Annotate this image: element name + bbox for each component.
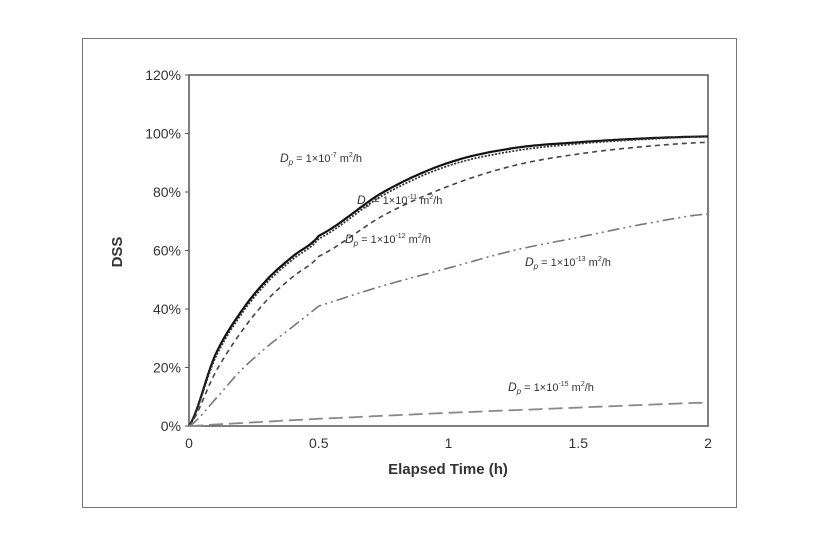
series-label-part: 2 xyxy=(429,194,433,201)
series-label-part: m xyxy=(406,234,418,246)
series-label-part: = 1×10 xyxy=(293,153,330,165)
series-label-part: D xyxy=(357,193,366,207)
series-label-part: D xyxy=(525,255,534,269)
series-label-part: 2 xyxy=(581,381,585,388)
series-label-part: p xyxy=(288,158,294,167)
y-tick-label: 0% xyxy=(161,418,181,434)
series-label-part: /h xyxy=(433,195,442,207)
series-label-part: -11 xyxy=(407,194,417,201)
series-line-0 xyxy=(188,135,709,427)
series-label-part: D xyxy=(345,232,354,246)
series-label-part: 2 xyxy=(418,233,422,240)
series-label-part: p xyxy=(516,387,522,396)
x-tick-label: 2 xyxy=(704,435,712,451)
x-axis-label: Elapsed Time (h) xyxy=(388,461,508,478)
series-line-4 xyxy=(188,401,709,427)
plot-area-border xyxy=(188,74,709,427)
chart-frame xyxy=(82,38,737,508)
series-label-part: 2 xyxy=(349,152,353,159)
series-label-part: /h xyxy=(585,382,594,394)
series-label-2: Dp = 1×10-12 m2/h xyxy=(345,232,431,248)
series-label-part: /h xyxy=(422,234,431,246)
series-label-part: p xyxy=(365,200,371,209)
series-label-3: Dp = 1×10-13 m2/h xyxy=(525,255,611,271)
series-label-0: Dp = 1×10-7 m2/h xyxy=(280,151,362,167)
series-label-part: /h xyxy=(602,257,611,269)
y-tick-label: 100% xyxy=(145,126,181,142)
series-line-1 xyxy=(188,135,709,427)
series-label-part: -13 xyxy=(575,256,585,263)
y-tick-label: 80% xyxy=(153,184,181,200)
series-label-part: /h xyxy=(353,153,362,165)
series-label-part: m xyxy=(569,382,581,394)
y-tick-label: 20% xyxy=(153,360,181,376)
series-label-part: 2 xyxy=(598,256,602,263)
series-label-part: -15 xyxy=(558,381,568,388)
series-label-part: p xyxy=(533,262,539,271)
series-label-part: -7 xyxy=(330,152,336,159)
x-tick-label: 1.5 xyxy=(569,435,589,451)
series-label-part: p xyxy=(353,239,359,248)
series-label-part: m xyxy=(586,257,598,269)
series-line-3 xyxy=(188,213,709,427)
y-axis-label: DSS xyxy=(109,237,126,268)
series-label-4: Dp = 1×10-15 m2/h xyxy=(508,380,594,396)
series-label-part: = 1×10 xyxy=(538,257,575,269)
series-label-1: Dp = 1×10-11 m2/h xyxy=(357,193,442,209)
series-label-part: = 1×10 xyxy=(358,234,395,246)
series-label-part: D xyxy=(280,151,289,165)
y-tick-label: 60% xyxy=(153,243,181,259)
series-label-part: m xyxy=(337,153,349,165)
series-label-part: -12 xyxy=(395,233,405,240)
series-label-part: = 1×10 xyxy=(521,382,558,394)
x-tick-label: 0.5 xyxy=(309,435,329,451)
y-tick-label: 120% xyxy=(145,67,181,83)
series-line-2 xyxy=(188,141,709,427)
series-label-part: = 1×10 xyxy=(370,195,407,207)
series-label-part: D xyxy=(508,380,517,394)
x-tick-label: 0 xyxy=(185,435,193,451)
x-tick-label: 1 xyxy=(445,435,453,451)
y-tick-label: 40% xyxy=(153,301,181,317)
